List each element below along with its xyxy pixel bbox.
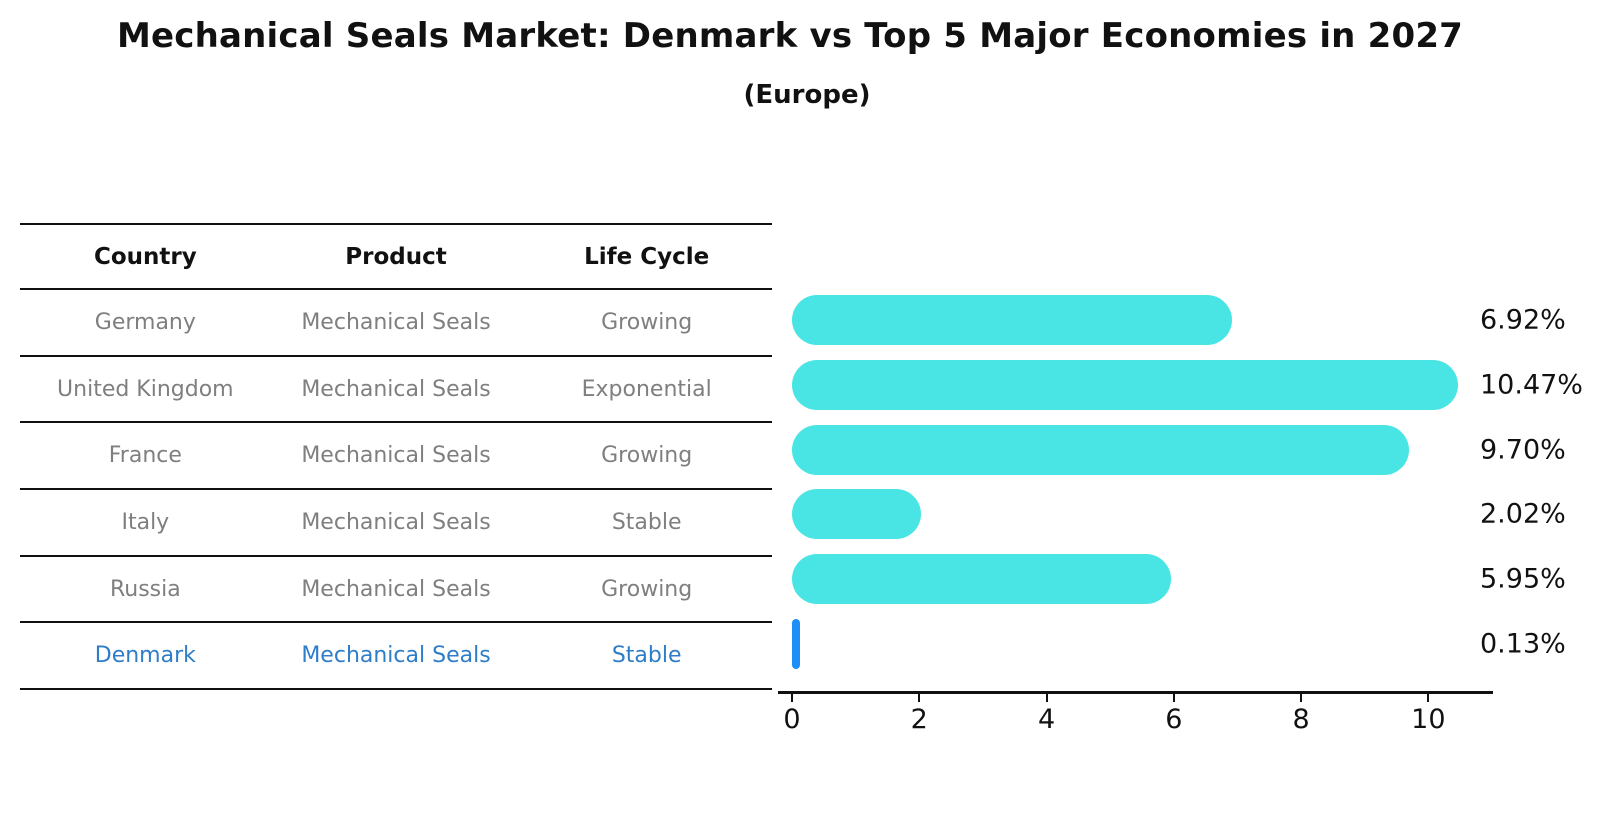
value-label-germany: 6.92%	[1480, 304, 1566, 336]
table-cell-product: Mechanical Seals	[301, 443, 491, 469]
bar-row	[792, 288, 1492, 353]
bar-italy	[792, 489, 921, 540]
x-axis-line	[778, 691, 1493, 694]
x-axis-tick	[1427, 693, 1430, 702]
x-axis-tick	[791, 693, 793, 702]
table-row: Denmark Mechanical Seals Stable	[20, 623, 772, 691]
table-cell-country: France	[108, 443, 182, 469]
table-body: Germany Mechanical Seals Growing United Kin…	[20, 290, 772, 691]
value-label-italy: 2.02%	[1480, 498, 1566, 530]
table-header-row: Country Product Life Cycle	[20, 223, 772, 290]
x-axis-tick	[1300, 693, 1303, 702]
bar-united-kingdom	[792, 359, 1459, 410]
x-axis-tick	[1172, 693, 1175, 702]
table-cell-product: Mechanical Seals	[301, 376, 491, 402]
x-axis-tick	[1045, 693, 1048, 702]
table-cell-product: Mechanical Seals	[301, 576, 491, 602]
x-axis-tick-label: 10	[1411, 704, 1446, 735]
x-axis-tick-label: 2	[910, 704, 928, 735]
table-cell-country: Denmark	[94, 643, 196, 669]
table-header-country: Country	[93, 243, 197, 270]
bar-chart: 0 2 4 6 8 10	[778, 288, 1493, 735]
bar-row	[792, 611, 1492, 676]
bar-row	[792, 482, 1492, 547]
value-label-united-kingdom: 10.47%	[1480, 369, 1583, 401]
country-table: Country Product Life Cycle Germany Mechan…	[20, 223, 772, 691]
bar-row	[792, 547, 1492, 612]
table-cell-product: Mechanical Seals	[301, 309, 491, 335]
chart-subtitle: (Europe)	[743, 80, 871, 110]
table-cell-life-cycle: Growing	[601, 443, 693, 469]
x-axis-tick-label: 0	[783, 704, 801, 735]
table-cell-life-cycle: Stable	[611, 509, 682, 535]
x-axis-tick-label: 8	[1292, 704, 1310, 735]
bar-row	[792, 417, 1492, 482]
bars-area	[792, 288, 1492, 676]
chart-title: Mechanical Seals Market: Denmark vs Top …	[116, 16, 1464, 56]
table-row: United Kingdom Mechanical Seals Exponentia…	[20, 357, 772, 424]
value-labels: 6.92% 10.47% 9.70% 2.02% 5.95% 0.13%	[1480, 288, 1604, 676]
table-cell-product: Mechanical Seals	[301, 643, 491, 669]
table-cell-life-cycle: Growing	[601, 576, 693, 602]
bar-germany	[792, 295, 1233, 346]
value-label-france: 9.70%	[1480, 434, 1566, 466]
table-cell-life-cycle: Growing	[601, 309, 693, 335]
bar-france	[792, 424, 1410, 475]
x-axis-tick-label: 4	[1037, 704, 1056, 735]
table-cell-country: Italy	[121, 509, 170, 535]
bar-russia	[792, 553, 1171, 604]
value-label-russia: 5.95%	[1480, 563, 1566, 595]
table-row: Russia Mechanical Seals Growing	[20, 557, 772, 624]
table-cell-life-cycle: Exponential	[581, 376, 712, 402]
bar-denmark	[792, 618, 801, 669]
table-row: Germany Mechanical Seals Growing	[20, 290, 772, 357]
table-row: France Mechanical Seals Growing	[20, 423, 772, 491]
bar-row	[792, 353, 1492, 418]
value-label-denmark: 0.13%	[1480, 628, 1566, 660]
table-header-product: Product	[345, 243, 447, 270]
table-cell-product: Mechanical Seals	[301, 509, 491, 535]
table-cell-life-cycle: Stable	[611, 643, 682, 669]
table-cell-country: Russia	[109, 576, 181, 602]
table-cell-country: Germany	[94, 309, 196, 335]
x-axis-tick-label: 6	[1165, 704, 1183, 735]
table-header-life-cycle: Life Cycle	[584, 243, 710, 270]
x-axis-tick	[918, 693, 921, 702]
table-cell-country: United Kingdom	[57, 376, 234, 402]
table-row: Italy Mechanical Seals Stable	[20, 490, 772, 557]
